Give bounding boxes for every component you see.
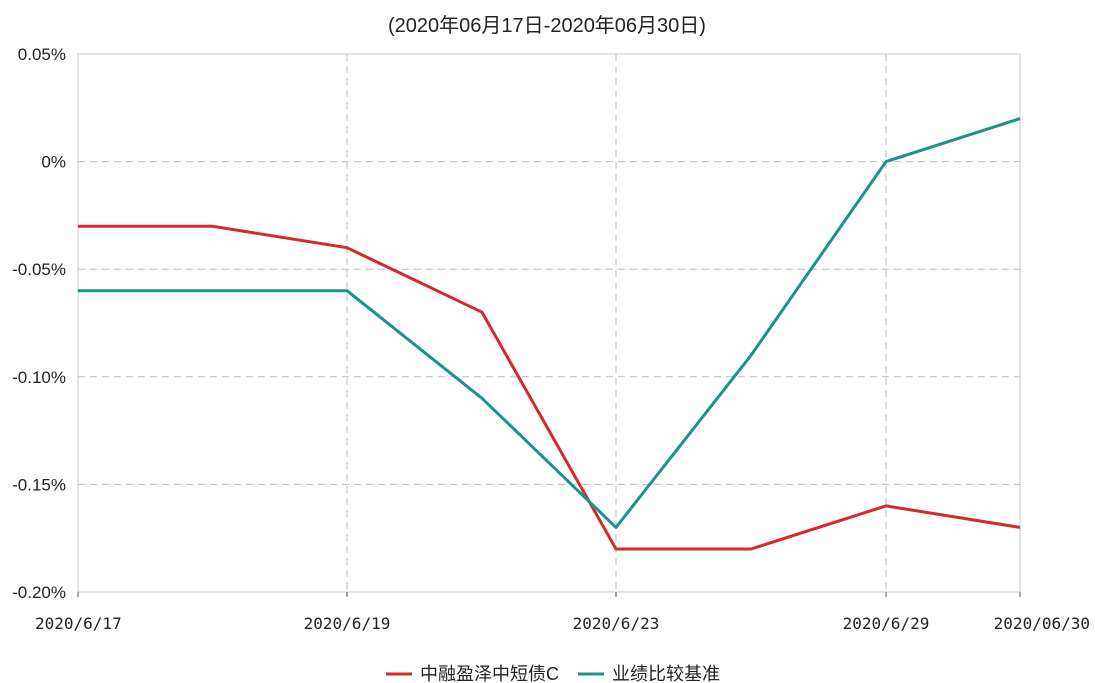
y-tick-label: -0.15% bbox=[12, 475, 66, 494]
y-tick-label: -0.10% bbox=[12, 368, 66, 387]
x-tick-label: 2020/6/19 bbox=[304, 614, 391, 633]
legend: 中融盈泽中短债C 业绩比较基准 bbox=[386, 664, 720, 683]
series-lines bbox=[78, 117, 1021, 551]
x-tick-label: 2020/06/30 bbox=[994, 614, 1090, 633]
x-tick-label: 2020/6/17 bbox=[35, 614, 122, 633]
series-line-2 bbox=[78, 117, 1021, 529]
y-axis-ticks: 0.05% 0% -0.05% -0.10% -0.15% -0.20% bbox=[12, 45, 66, 602]
x-axis-ticks: 2020/6/17 2020/6/19 2020/6/23 2020/6/29 2020… bbox=[35, 592, 1090, 633]
y-tick-label: -0.05% bbox=[12, 260, 66, 279]
series-line-1 bbox=[78, 224, 1021, 551]
x-tick-label: 2020/6/23 bbox=[573, 614, 660, 633]
plot-frame bbox=[77, 53, 1021, 593]
legend-label-1: 中融盈泽中短债C bbox=[420, 664, 559, 683]
grid bbox=[77, 53, 1021, 593]
chart-title: (2020年06月17日-2020年06月30日) bbox=[388, 14, 706, 37]
y-tick-label: 0% bbox=[41, 153, 66, 172]
legend-label-2: 业绩比较基准 bbox=[612, 664, 720, 683]
y-tick-label: -0.20% bbox=[12, 583, 66, 602]
y-tick-label: 0.05% bbox=[18, 45, 66, 64]
x-tick-label: 2020/6/29 bbox=[843, 614, 930, 633]
